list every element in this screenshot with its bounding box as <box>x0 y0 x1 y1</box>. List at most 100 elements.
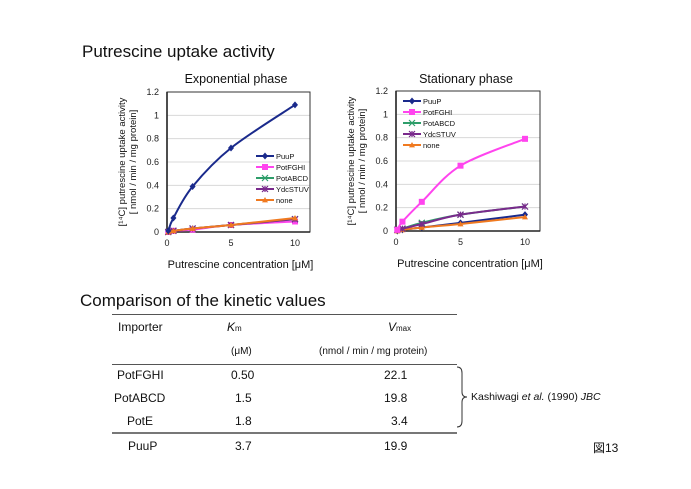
brace-icon <box>456 366 468 428</box>
row-importer: PotABCD <box>114 391 166 405</box>
y-tick-label: 0.8 <box>146 134 159 144</box>
legend-label: PotFGHI <box>423 108 452 117</box>
y-tick-label: 1.2 <box>375 86 388 96</box>
row-importer: PotFGHI <box>117 368 164 382</box>
data-point <box>228 222 234 228</box>
data-point <box>522 135 528 142</box>
y-tick-label: 0.6 <box>375 156 388 166</box>
row-vmax: 19.8 <box>384 391 408 405</box>
y-tick-label: 1 <box>154 110 159 120</box>
x-tick-label: 5 <box>228 238 233 248</box>
legend-item: YdcSTUV <box>403 130 456 139</box>
header-km: Km <box>227 320 242 334</box>
data-point <box>399 218 406 225</box>
legend-item: PotFGHI <box>256 163 305 172</box>
x-tick-label: 0 <box>393 237 398 247</box>
citation-etal: et al. <box>521 391 545 403</box>
chart-title: Exponential phase <box>185 72 288 86</box>
legend-item: none <box>256 196 293 205</box>
y-tick-label: 0.6 <box>146 157 159 167</box>
table-header-rule <box>112 364 457 365</box>
data-point <box>228 144 234 152</box>
page-title: Putrescine uptake activity <box>82 42 275 61</box>
citation-author: Kashiwagi <box>471 391 522 403</box>
data-point <box>418 198 425 205</box>
data-point <box>457 221 464 227</box>
y-tick-label: 0.2 <box>146 204 159 214</box>
row-importer: PotE <box>127 414 154 428</box>
x-tick-label: 10 <box>290 238 300 248</box>
legend-label: PuuP <box>423 97 441 106</box>
legend-item: PotABCD <box>256 174 309 183</box>
figure-label: 図13 <box>593 441 619 455</box>
data-point <box>522 214 528 220</box>
data-point <box>418 224 425 230</box>
y-tick-label: 0 <box>383 226 388 236</box>
header-vmax-subscript: max <box>396 324 412 333</box>
table-section-rule <box>112 432 457 434</box>
legend-label: none <box>423 141 440 150</box>
x-tick-label: 5 <box>458 237 463 247</box>
data-point <box>165 227 172 235</box>
citation: Kashiwagi et al. (1990) JBC <box>471 391 601 403</box>
data-point <box>170 227 177 234</box>
header-vmax: Vmax <box>388 320 411 334</box>
data-point <box>189 225 196 231</box>
legend-marker <box>409 97 415 105</box>
legend-marker <box>261 185 269 193</box>
row-km: 0.50 <box>231 368 255 382</box>
legend-item: PotABCD <box>403 119 456 128</box>
legend-marker <box>261 174 269 182</box>
data-point <box>521 203 529 210</box>
citation-journal: JBC <box>580 391 601 403</box>
table-title: Comparison of the kinetic values <box>80 291 326 310</box>
legend-marker <box>408 130 416 138</box>
series-puup <box>165 101 298 235</box>
legend-item: PotFGHI <box>403 108 452 117</box>
chart-title: Stationary phase <box>419 72 513 86</box>
row-km: 1.5 <box>235 391 252 405</box>
header-importer: Importer <box>118 320 163 334</box>
legend: PuuP PotFGHI PotABCD YdcSTUV none <box>256 152 309 205</box>
y-tick-label: 0 <box>154 227 159 237</box>
legend-label: YdcSTUV <box>276 185 309 194</box>
header-km-symbol: K <box>227 320 236 334</box>
legend-item: PuuP <box>256 152 294 161</box>
legend-item: PuuP <box>403 97 441 106</box>
y-axis-label: [¹⁴C] putrescine uptake activity <box>117 97 128 226</box>
data-point <box>457 211 464 219</box>
legend-marker <box>262 164 268 170</box>
y-tick-label: 0.4 <box>146 180 159 190</box>
x-tick-label: 10 <box>520 237 530 247</box>
header-vmax-symbol: V <box>388 320 397 334</box>
y-tick-label: 1.2 <box>146 87 159 97</box>
data-point <box>189 183 196 190</box>
data-point <box>399 225 406 233</box>
header-km-subscript: m <box>235 324 242 333</box>
legend-label: YdcSTUV <box>423 130 456 139</box>
legend-marker <box>409 142 415 148</box>
legend-marker <box>409 109 415 115</box>
data-point <box>394 226 401 233</box>
legend-label: PotABCD <box>276 174 309 183</box>
x-axis-label: Putrescine concentration [μM] <box>168 259 314 271</box>
x-tick-label: 0 <box>164 238 169 248</box>
legend: PuuP PotFGHI PotABCD YdcSTUV none <box>403 97 456 150</box>
data-point <box>292 101 298 109</box>
y-tick-label: 0.2 <box>375 203 388 213</box>
row-importer: PuuP <box>128 439 158 453</box>
header-vmax-unit: (nmol / min / mg protein) <box>319 346 428 357</box>
y-axis-label: [¹⁴C] putrescine uptake activity <box>346 96 357 225</box>
legend-label: PotFGHI <box>276 163 305 172</box>
row-km: 1.8 <box>235 414 252 428</box>
x-axis-label: Putrescine concentration [μM] <box>397 258 543 270</box>
data-point <box>457 162 464 169</box>
legend-label: PotABCD <box>423 119 456 128</box>
row-vmax: 19.9 <box>384 439 408 453</box>
y-tick-label: 0.4 <box>375 179 388 189</box>
data-point <box>418 220 426 228</box>
legend-marker <box>408 119 416 127</box>
data-point <box>170 214 177 222</box>
legend-label: none <box>276 196 293 205</box>
legend-label: PuuP <box>276 152 294 161</box>
